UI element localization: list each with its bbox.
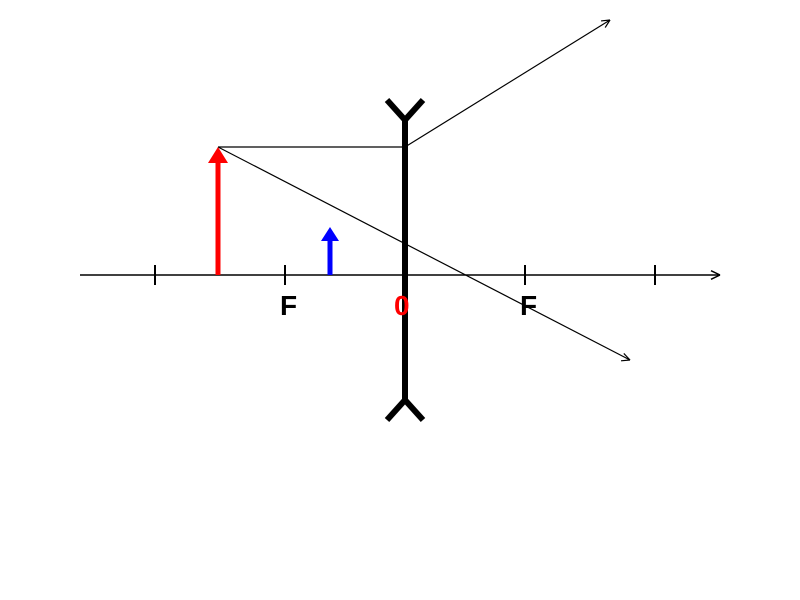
- focal-label-left: F: [280, 290, 297, 321]
- principal-axis: [80, 265, 720, 285]
- object-arrow: [208, 147, 228, 275]
- origin-label: 0: [394, 290, 410, 321]
- lens-ray-diagram: F 0 F: [0, 0, 800, 600]
- diverging-lens: [387, 100, 423, 420]
- focal-label-right: F: [520, 290, 537, 321]
- image-arrow: [321, 227, 339, 275]
- axis-labels: F 0 F: [280, 290, 537, 321]
